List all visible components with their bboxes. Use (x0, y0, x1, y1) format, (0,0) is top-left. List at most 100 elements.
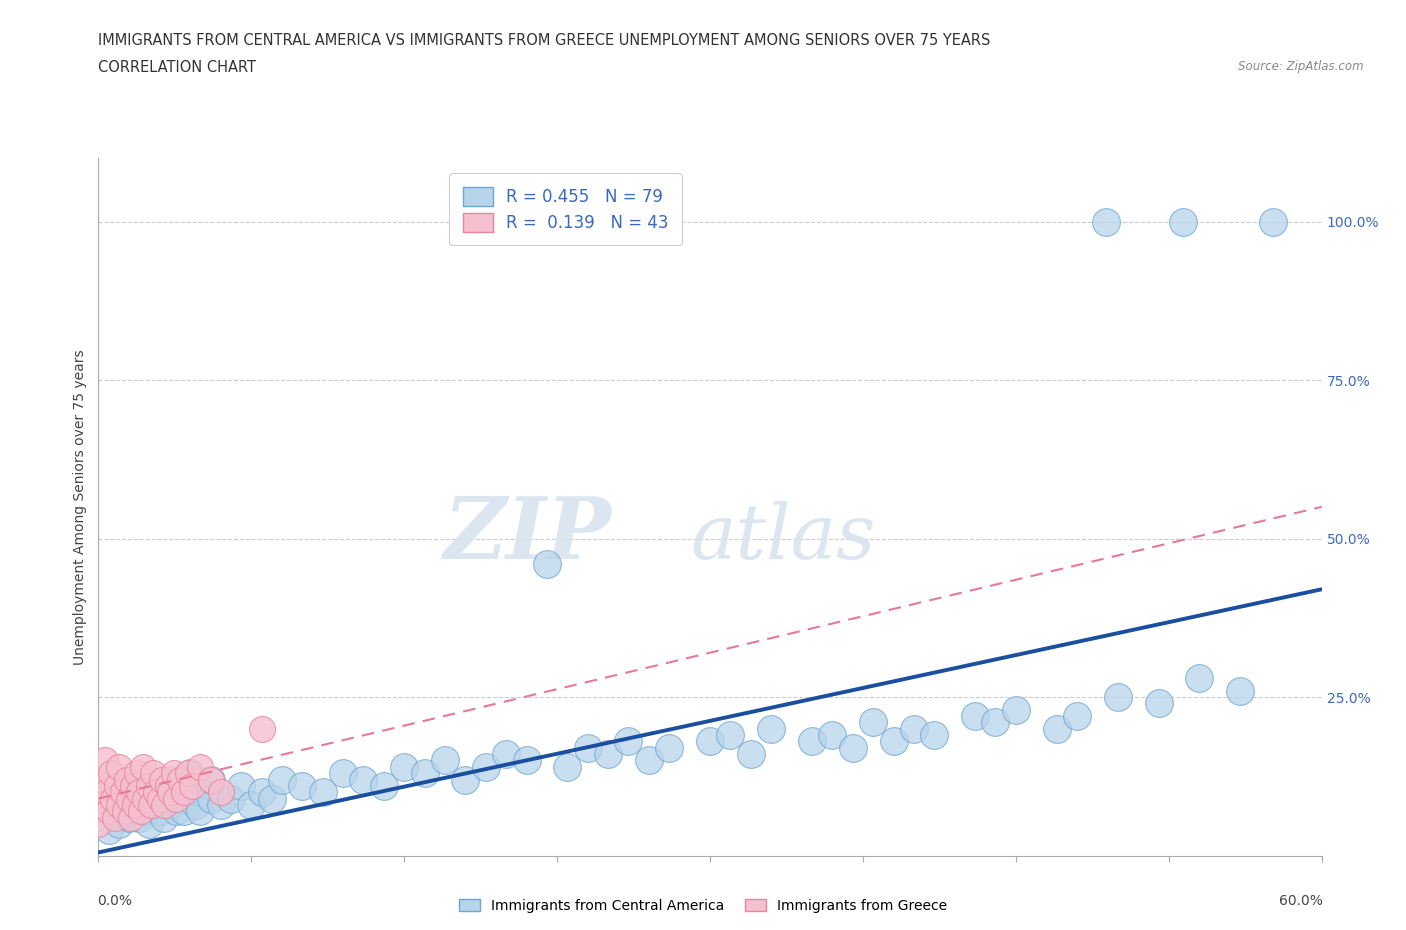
Point (149, 785, 172, 800)
Point (141, 797, 163, 812)
Point (516, 753, 538, 768)
Text: atlas: atlas (690, 501, 876, 576)
Point (97, 823, 120, 838)
Point (91, 797, 114, 812)
Point (1004, 702, 1026, 717)
Point (149, 804, 172, 818)
Point (200, 791, 222, 806)
Point (104, 804, 127, 818)
Point (101, 791, 124, 806)
Point (903, 722, 925, 737)
Text: IMMIGRANTS FROM CENTRAL AMERICA VS IMMIGRANTS FROM GREECE UNEMPLOYMENT AMONG SEN: IMMIGRANTS FROM CENTRAL AMERICA VS IMMIG… (98, 33, 991, 47)
Point (128, 785, 150, 800)
Point (392, 760, 416, 775)
Point (93, 753, 115, 768)
Point (127, 765, 149, 780)
Point (118, 791, 141, 806)
Text: CORRELATION CHART: CORRELATION CHART (98, 60, 256, 75)
Legend: R = 0.455   N = 79, R =  0.139   N = 43: R = 0.455 N = 79, R = 0.139 N = 43 (450, 173, 682, 246)
Point (169, 778, 191, 793)
Point (801, 734, 824, 749)
Point (177, 765, 200, 780)
Point (128, 785, 150, 800)
Point (474, 760, 498, 775)
Point (200, 772, 222, 787)
Point (720, 727, 742, 742)
Point (105, 778, 128, 793)
Point (134, 791, 156, 806)
Point (200, 772, 222, 787)
Point (138, 778, 160, 793)
Point (332, 765, 354, 780)
Point (188, 785, 212, 800)
Point (150, 772, 173, 787)
Point (118, 778, 141, 793)
Point (159, 797, 181, 812)
Point (557, 760, 579, 775)
Point (145, 797, 167, 812)
Point (169, 772, 191, 787)
Point (270, 772, 294, 787)
Point (149, 791, 172, 806)
Point (156, 778, 179, 793)
Point (617, 734, 640, 749)
Point (1066, 709, 1088, 724)
Point (1107, 690, 1129, 705)
Point (699, 734, 721, 749)
Text: 0.0%: 0.0% (97, 894, 132, 908)
Point (145, 785, 167, 800)
Point (598, 747, 620, 762)
Point (124, 797, 146, 812)
Point (114, 804, 136, 818)
Point (209, 797, 232, 812)
Point (1188, 671, 1211, 685)
Point (495, 747, 517, 762)
Point (240, 797, 263, 812)
Point (454, 772, 477, 787)
Point (231, 778, 253, 793)
Point (159, 772, 181, 787)
Point (188, 760, 212, 775)
Point (862, 715, 884, 730)
Point (658, 740, 681, 755)
Text: Source: ZipAtlas.com: Source: ZipAtlas.com (1239, 60, 1364, 73)
Point (132, 804, 155, 818)
Point (965, 709, 987, 724)
Point (111, 785, 134, 800)
Point (179, 765, 201, 780)
Point (152, 810, 174, 825)
Point (124, 797, 146, 812)
Point (173, 804, 195, 818)
Point (186, 797, 208, 812)
Point (115, 772, 138, 787)
Text: 60.0%: 60.0% (1279, 894, 1323, 908)
Point (209, 785, 232, 800)
Point (821, 727, 844, 742)
Point (1171, 214, 1194, 229)
Point (108, 797, 131, 812)
Point (576, 740, 599, 755)
Point (413, 765, 436, 780)
Point (1229, 684, 1251, 698)
Point (352, 772, 374, 787)
Point (97, 804, 120, 818)
Point (138, 791, 160, 806)
Point (159, 785, 181, 800)
Point (100, 765, 122, 780)
Point (108, 760, 131, 775)
Point (108, 817, 131, 831)
Point (163, 765, 186, 780)
Point (1147, 696, 1170, 711)
Point (179, 785, 201, 800)
Point (250, 785, 273, 800)
Point (173, 785, 195, 800)
Point (165, 791, 187, 806)
Point (1045, 722, 1069, 737)
Point (922, 727, 945, 742)
Point (1094, 214, 1116, 229)
Text: ZIP: ZIP (444, 493, 612, 577)
Point (984, 715, 1007, 730)
Point (250, 722, 273, 737)
Point (142, 765, 165, 780)
Point (312, 785, 335, 800)
